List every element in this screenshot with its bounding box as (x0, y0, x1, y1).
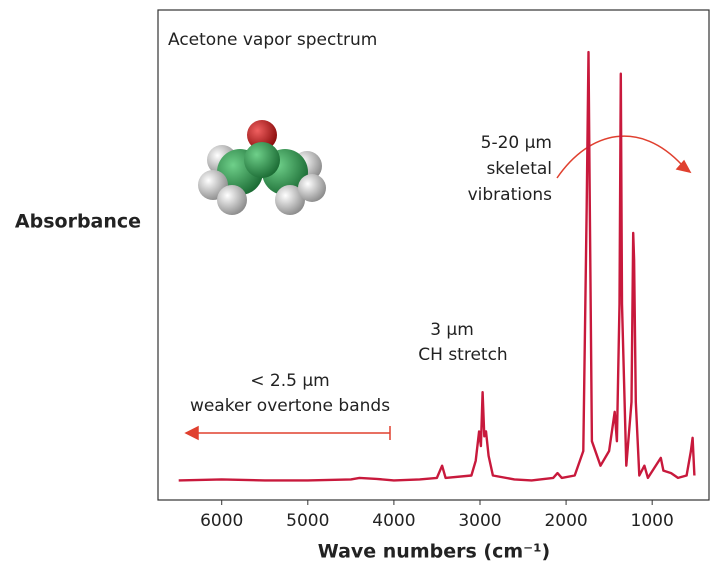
spectrum-line (178, 50, 696, 482)
x-tick-label: 3000 (458, 511, 501, 531)
x-tick-label: 4000 (372, 511, 415, 531)
annotation: vibrations (468, 185, 553, 205)
y-axis-label: Absorbance (15, 211, 141, 233)
x-tick-label: 1000 (631, 511, 674, 531)
x-tick-label: 5000 (286, 511, 329, 531)
x-tick-label: 2000 (544, 511, 587, 531)
annotation-arrows (184, 135, 692, 441)
molecule-icon (198, 120, 326, 215)
annotation: CH stretch (418, 345, 507, 365)
x-axis-label: Wave numbers (cm⁻¹) (318, 541, 550, 563)
x-tick-label: 6000 (200, 511, 243, 531)
annotation: 3 µm (430, 320, 474, 340)
chart-title: Acetone vapor spectrum (168, 30, 377, 50)
annotation: weaker overtone bands (190, 396, 390, 416)
annotation: 5-20 µm (481, 133, 552, 153)
annotation: skeletal (486, 159, 552, 179)
annotation: < 2.5 µm (250, 371, 329, 391)
